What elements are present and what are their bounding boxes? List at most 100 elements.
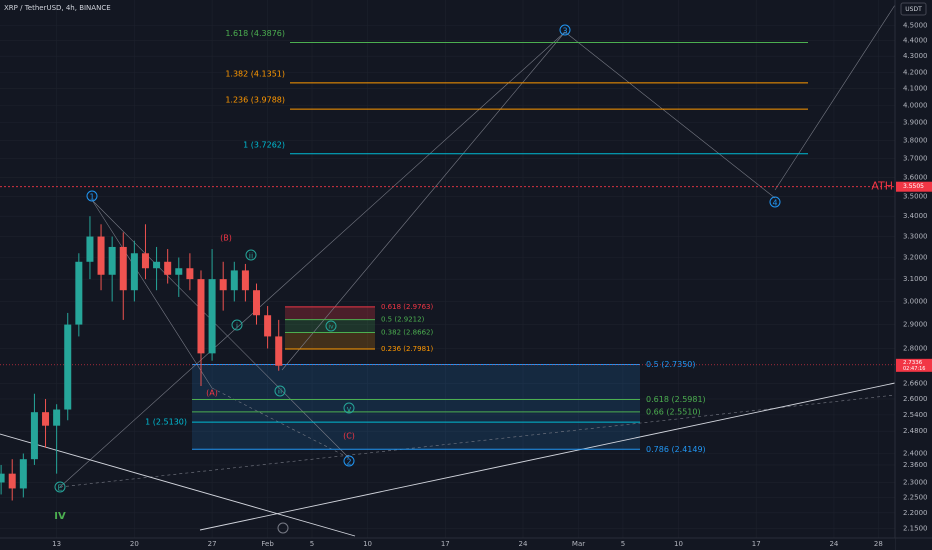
- y-tick-label: 4.2000: [903, 68, 928, 76]
- candle-body: [119, 246, 127, 291]
- y-tick-label: 2.3000: [903, 478, 928, 486]
- trend-line: [199, 382, 896, 531]
- wave-labels: [54, 24, 781, 493]
- fib-label: 1 (3.7262): [243, 140, 285, 149]
- fib-label: 0.618 (2.5981): [646, 395, 706, 404]
- candle-body: [75, 261, 83, 325]
- y-tick-label: 3.8000: [903, 136, 928, 144]
- candles: [0, 216, 283, 501]
- grid: [0, 0, 895, 538]
- x-tick-label: 5: [310, 540, 314, 548]
- x-tick-label: 24: [519, 540, 528, 548]
- candle-body: [164, 261, 172, 275]
- candle-body: [141, 253, 149, 269]
- fib-zone: [285, 332, 375, 349]
- trend-line: [564, 31, 776, 199]
- trend-line: [0, 433, 356, 537]
- fib-label: 1 (2.5130): [145, 418, 187, 427]
- wave-label: 4: [772, 199, 777, 208]
- candle-body: [53, 409, 61, 426]
- y-tick-label: 3.6000: [903, 173, 928, 181]
- wave-label: IV: [54, 511, 66, 522]
- wave-label: (A): [206, 389, 218, 398]
- fib-zones: [192, 306, 640, 450]
- marker-icon: [277, 522, 289, 534]
- wave-circle: [54, 481, 66, 493]
- fib-label: 1.236 (3.9788): [225, 96, 285, 105]
- wave-label: 3: [562, 27, 567, 36]
- wave-circle: [769, 196, 781, 208]
- y-tick-label: 3.2000: [903, 254, 928, 262]
- fib-label: 0.5 (2.7350): [646, 360, 696, 369]
- currency-box[interactable]: [900, 2, 927, 16]
- fib-label: 0.5 (2.9212): [381, 316, 425, 324]
- wave-circle: [343, 455, 355, 467]
- y-tick-label: 2.4000: [903, 449, 928, 457]
- wave-circle: [274, 385, 286, 397]
- candle-body: [197, 279, 205, 354]
- fib-label: 1.618 (4.3876): [225, 29, 285, 38]
- y-tick-label: 4.0000: [903, 101, 928, 109]
- y-tick-label: 4.3000: [903, 52, 928, 60]
- candle-body: [8, 473, 16, 489]
- y-tick-label: 3.5000: [903, 192, 928, 200]
- candle-body: [86, 236, 94, 262]
- y-tick-label: 2.4800: [903, 427, 928, 435]
- candle-body: [175, 268, 183, 275]
- wave-label: v: [347, 405, 352, 414]
- candle-body: [241, 270, 249, 291]
- y-tick-label: 3.4000: [903, 212, 928, 220]
- wave-label: E: [57, 484, 62, 493]
- wave-circle: [245, 249, 257, 261]
- y-tick-label: 2.2000: [903, 509, 928, 517]
- y-tick-label: 3.7000: [903, 155, 928, 163]
- wave-label: (B): [220, 234, 232, 243]
- ath-tag-label: 3.5505: [903, 183, 924, 190]
- wave-label: iv: [328, 324, 334, 331]
- wave-circle: [343, 402, 355, 414]
- wave-circle: [231, 319, 243, 331]
- trend-line: [774, 4, 896, 191]
- x-tick-label: 17: [752, 540, 761, 548]
- x-tick-label: 27: [208, 540, 217, 548]
- fib-label: 1.382 (4.1351): [225, 69, 285, 78]
- wave-circle: [325, 320, 337, 332]
- trend-line: [59, 394, 896, 488]
- fib-zone: [192, 364, 640, 450]
- y-tick-label: 2.8000: [903, 344, 928, 352]
- x-tick-label: 24: [829, 540, 838, 548]
- fib-levels: 1.618 (4.3876) 1.382 (4.1351) 1.236 (3.978…: [0, 29, 895, 454]
- x-tick-label: Feb: [261, 540, 274, 548]
- wave-label: 1: [89, 193, 94, 202]
- candle-body: [208, 279, 216, 354]
- currency-label[interactable]: USDT: [905, 6, 922, 13]
- candle-body: [230, 270, 238, 291]
- fib-label: 0.66 (2.5510): [646, 407, 701, 416]
- candle-body: [64, 324, 72, 410]
- last-price-label: 2.7336: [903, 360, 923, 366]
- trend-line: [59, 31, 566, 488]
- trend-lines: [59, 4, 896, 488]
- candle-body: [30, 412, 38, 460]
- wave-label: i: [236, 322, 238, 331]
- y-tick-label: 2.6600: [903, 379, 928, 387]
- y-tick-label: 3.0000: [903, 297, 928, 305]
- candle-body: [275, 336, 283, 366]
- candle-body: [0, 473, 5, 483]
- candle-body: [130, 253, 138, 291]
- y-tick-label: 2.6000: [903, 395, 928, 403]
- price-axis: [895, 0, 932, 550]
- trend-line: [91, 199, 213, 389]
- wave-label: (C): [343, 432, 355, 441]
- candle-body: [153, 261, 161, 269]
- fib-zone: [285, 319, 375, 333]
- wave-circle: [86, 190, 98, 202]
- time-axis: [0, 538, 895, 550]
- candle-body: [108, 246, 116, 275]
- fib-zone: [285, 306, 375, 320]
- candle-body: [219, 279, 227, 291]
- x-tick-label: Mar: [572, 540, 585, 548]
